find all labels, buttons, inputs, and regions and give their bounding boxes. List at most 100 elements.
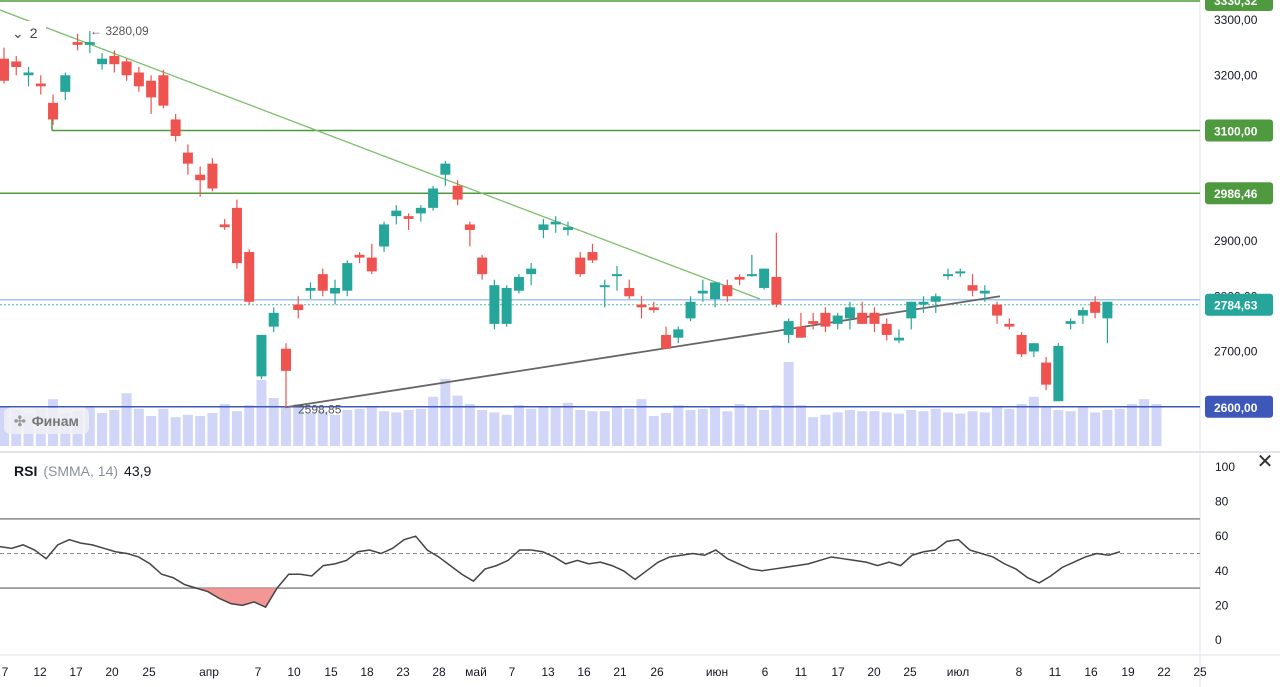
candle-body bbox=[342, 263, 353, 291]
candle-body bbox=[710, 282, 721, 300]
candle-body bbox=[11, 61, 22, 67]
time-tick-label: 19 bbox=[1121, 665, 1135, 679]
volume-bar bbox=[1065, 411, 1076, 446]
volume-bar bbox=[195, 416, 206, 446]
candle-body bbox=[207, 163, 218, 189]
volume-series bbox=[0, 362, 1162, 446]
candle-body bbox=[943, 274, 954, 277]
candle-body bbox=[648, 307, 659, 311]
volume-bar bbox=[562, 402, 573, 446]
volume-bar bbox=[317, 411, 328, 446]
price-tick-label: 2700,00 bbox=[1214, 345, 1258, 359]
candle-body bbox=[869, 312, 880, 324]
time-tick-label: 25 bbox=[903, 665, 917, 679]
candle-body bbox=[403, 216, 414, 219]
trendline-down bbox=[0, 9, 761, 300]
candle-body bbox=[305, 287, 316, 291]
rsi-params: (SMMA, 14) bbox=[43, 463, 119, 479]
volume-bar bbox=[538, 406, 549, 446]
volume-bar bbox=[403, 410, 414, 446]
price-label-box bbox=[1205, 182, 1273, 205]
candle-body bbox=[538, 224, 549, 230]
candle-body bbox=[1028, 343, 1039, 352]
candle-body bbox=[906, 301, 917, 319]
candle-body bbox=[918, 301, 929, 305]
volume-bar bbox=[146, 416, 157, 446]
volume-bar bbox=[1028, 396, 1039, 446]
rsi-legend[interactable]: RSI (SMMA, 14) 43,9 bbox=[14, 463, 151, 479]
time-tick-label: 20 bbox=[867, 665, 881, 679]
price-label-box bbox=[1205, 395, 1273, 418]
rsi-tick-label: 80 bbox=[1215, 495, 1229, 509]
time-tick-label: 16 bbox=[1084, 665, 1098, 679]
volume-bar bbox=[832, 412, 843, 446]
volume-bar bbox=[231, 411, 242, 446]
volume-bar bbox=[182, 414, 193, 446]
candle-body bbox=[550, 221, 561, 225]
candle-body bbox=[415, 207, 426, 214]
time-tick-label: 7 bbox=[255, 665, 262, 679]
candle-body bbox=[379, 224, 390, 247]
candle-body bbox=[759, 268, 770, 288]
candle-body bbox=[146, 80, 157, 98]
volume-bar bbox=[428, 396, 439, 446]
time-tick-label: 7 bbox=[2, 665, 9, 679]
price-label-box bbox=[1205, 0, 1273, 11]
candle-body bbox=[673, 329, 684, 338]
price-tick-label: 2900,00 bbox=[1214, 234, 1258, 248]
candle-body bbox=[1004, 323, 1015, 327]
rsi-tick-label: 20 bbox=[1215, 598, 1229, 612]
price-tick-label: 3300,00 bbox=[1214, 13, 1258, 27]
volume-bar bbox=[857, 411, 868, 446]
candle-body bbox=[35, 83, 46, 87]
candle-body bbox=[1065, 321, 1076, 324]
volume-bar bbox=[513, 405, 524, 446]
time-tick-label: 17 bbox=[831, 665, 845, 679]
time-tick-label: 13 bbox=[541, 665, 555, 679]
rsi-tick-label: 60 bbox=[1215, 529, 1229, 543]
candle-body bbox=[268, 312, 279, 327]
rsi-oversold-fill bbox=[196, 588, 278, 608]
candle-body bbox=[562, 227, 573, 230]
volume-bar bbox=[219, 404, 230, 446]
candle-body bbox=[440, 163, 451, 175]
volume-bar bbox=[354, 408, 365, 446]
volume-bar bbox=[109, 410, 120, 446]
candle-body bbox=[133, 72, 144, 87]
candle-body bbox=[501, 287, 512, 324]
volume-bar bbox=[599, 411, 610, 446]
interval-button[interactable]: ⌄ 2 bbox=[4, 21, 46, 45]
candle-body bbox=[624, 287, 635, 297]
volume-bar bbox=[464, 404, 475, 446]
time-tick-label: апр bbox=[199, 665, 219, 679]
volume-bar bbox=[1126, 404, 1137, 446]
candle-body bbox=[832, 315, 843, 324]
time-tick-label: 16 bbox=[577, 665, 591, 679]
candle-body bbox=[477, 257, 488, 275]
price-labels: 3330,32 3100,00 2986,46 2784,63 2600,00 bbox=[1205, 0, 1273, 418]
candle-body bbox=[158, 75, 169, 106]
close-icon[interactable]: ✕ bbox=[1256, 450, 1274, 473]
candle-body bbox=[452, 185, 463, 200]
volume-bar bbox=[170, 417, 181, 446]
rsi-name: RSI bbox=[14, 463, 38, 479]
volume-bar bbox=[771, 405, 782, 446]
candle-body bbox=[489, 285, 500, 324]
volume-bar bbox=[391, 412, 402, 446]
volume-bar bbox=[587, 411, 598, 446]
volume-bar bbox=[526, 408, 537, 446]
volume-bar bbox=[366, 407, 377, 446]
candle-body bbox=[820, 312, 831, 327]
rsi-tick-label: 0 bbox=[1215, 633, 1222, 647]
volume-bar bbox=[1090, 412, 1101, 446]
annotation-low: 2598,85 bbox=[298, 402, 342, 416]
candle-body bbox=[746, 274, 757, 277]
candle-body bbox=[195, 174, 206, 181]
volume-bar bbox=[256, 380, 267, 446]
time-tick-label: 25 bbox=[1193, 665, 1207, 679]
price-tick-label: 3200,00 bbox=[1214, 68, 1258, 82]
finam-logo-icon: ✣ bbox=[14, 412, 26, 429]
candle-body bbox=[170, 119, 181, 137]
candle-body bbox=[464, 224, 475, 230]
